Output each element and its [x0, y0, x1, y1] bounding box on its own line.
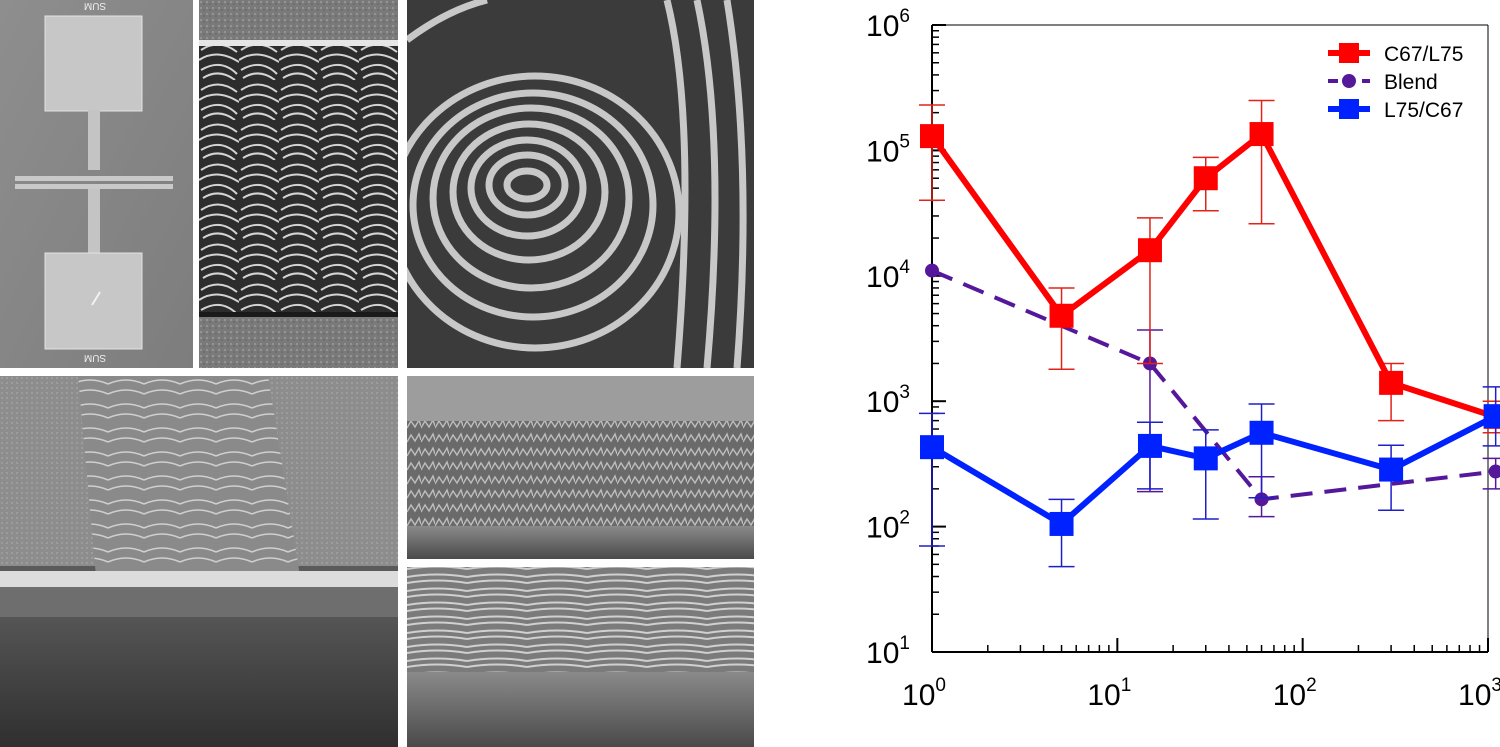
- sem-channel-panel: [199, 0, 398, 368]
- crosssection-image: [0, 376, 398, 747]
- axis-tick-labels: 101 102 103 104 105 106 100 101 102 103: [866, 6, 1500, 712]
- x-tick-label: 102: [1273, 675, 1317, 712]
- y-tick-label: 105: [866, 131, 910, 168]
- y-tick-label: 103: [866, 382, 910, 419]
- data-point: [1049, 303, 1074, 328]
- legend-entry: C67/L75: [1328, 43, 1463, 66]
- data-point: [920, 124, 944, 149]
- data-point: [1193, 446, 1218, 471]
- legend-label: C67/L75: [1384, 43, 1463, 66]
- x-tick-label: 100: [902, 675, 946, 712]
- data-point: [1379, 457, 1404, 482]
- channel-image: [199, 0, 398, 368]
- sem-crosssection-panel: [0, 376, 398, 747]
- data-point: [1049, 511, 1074, 536]
- series-c67-l75: [919, 99, 1500, 434]
- data-point: [920, 435, 944, 460]
- sem-fingerprint-panel: [407, 0, 754, 368]
- data-point: [1249, 122, 1274, 147]
- legend: C67/L75 Blend L75/C67: [1328, 43, 1463, 122]
- x-tick-label: 103: [1458, 675, 1500, 712]
- y-tick-label: 101: [866, 633, 910, 670]
- legend-entry: Blend: [1328, 71, 1438, 94]
- y-tick-label: 104: [866, 257, 910, 294]
- x-tick-label: 101: [1087, 675, 1131, 712]
- data-point: [1137, 238, 1162, 263]
- layered-image: [407, 376, 754, 747]
- data-point: [1488, 464, 1500, 479]
- data-point: [1137, 433, 1162, 458]
- series-l75-c67: [919, 386, 1500, 568]
- series-layer: [919, 99, 1500, 568]
- legend-entry: L75/C67: [1328, 99, 1463, 122]
- legend-label: L75/C67: [1384, 99, 1463, 122]
- y-tick-label: 106: [866, 6, 910, 43]
- fingerprint-image: [407, 0, 754, 368]
- device-image: SUM SUM: [0, 0, 193, 368]
- plot-background: [932, 25, 1488, 652]
- device-label-bottom: SUM: [84, 352, 106, 363]
- legend-marker: [1339, 43, 1359, 63]
- data-point: [1379, 370, 1404, 395]
- y-tick-label: 102: [866, 508, 910, 545]
- log-log-chart: 101 102 103 104 105 106 100 101 102 103 C67/L75 Bl…: [866, 6, 1500, 712]
- data-point: [1193, 166, 1218, 191]
- sem-layered-panel: [407, 376, 754, 747]
- plot-frame: [931, 24, 1489, 653]
- data-point: [1483, 404, 1500, 429]
- data-point: [1254, 492, 1269, 507]
- legend-marker: [1342, 74, 1356, 88]
- legend-marker: [1339, 99, 1359, 119]
- data-point: [1249, 420, 1274, 445]
- sem-device-panel: SUM SUM: [0, 0, 193, 368]
- device-label-top: SUM: [84, 0, 106, 11]
- data-point: [925, 263, 939, 278]
- legend-label: Blend: [1384, 71, 1438, 94]
